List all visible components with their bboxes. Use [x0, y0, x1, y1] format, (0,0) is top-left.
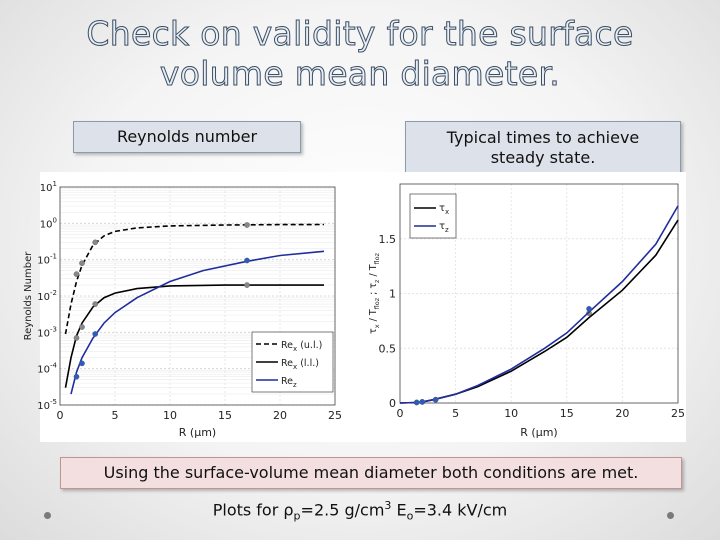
x-tick-label: 25 [671, 407, 685, 420]
x-tick-label: 10 [163, 409, 177, 422]
steady-state-label: Typical times to achieve steady state. [406, 122, 680, 168]
bottom-right-dot [667, 512, 674, 519]
reynolds-legend: Rex (u.l.) Rex (l.l.) Rez [251, 331, 334, 393]
y-tick-label: 100 [40, 216, 57, 230]
slide-title: Check on validity for the surface volume… [0, 14, 720, 94]
bottom-left-dot [44, 512, 51, 519]
y-tick-label: 0 [389, 397, 396, 410]
series-line-0 [64, 223, 325, 335]
data-point-marker [73, 271, 80, 277]
y-tick-label: 10-2 [37, 289, 57, 303]
data-point-marker [73, 335, 80, 341]
x-tick-label: 5 [112, 409, 119, 422]
data-point-marker [92, 331, 99, 337]
footnote-sup: 3 [384, 499, 392, 512]
legend-entry: Rez [281, 376, 297, 389]
y-tick-label: 10-5 [37, 398, 57, 412]
x-tick-label: 20 [273, 409, 287, 422]
footnote-e: E [391, 500, 407, 520]
steady-state-legend: τx τz [409, 193, 457, 239]
x-tick-label: 20 [615, 407, 629, 420]
x-tick-label: 0 [57, 409, 64, 422]
footnote-rho: ρ [283, 500, 294, 520]
plot-frame [399, 183, 679, 404]
data-point-marker [244, 257, 250, 264]
data-point-marker [79, 324, 85, 330]
y-tick-label: 10-1 [37, 253, 57, 267]
data-point-marker [586, 306, 592, 312]
data-point-marker [92, 239, 99, 246]
data-point-marker [244, 282, 250, 288]
x-tick-label: 15 [218, 409, 232, 422]
data-point-marker [92, 301, 99, 307]
legend-entry: Rex (u.l.) [281, 340, 322, 353]
slide-title-line-1: Check on validity for the surface [86, 14, 634, 54]
result-statement-box: Using the surface-volume mean diameter b… [60, 457, 682, 489]
legend-entry: τx [439, 203, 449, 216]
steady-state-label-line-1: Typical times to achieve [446, 128, 640, 147]
footnote-rho-sub: p [293, 509, 301, 523]
plot-conditions-footnote: Plots for ρp=2.5 g/cm3 Eo=3.4 kV/cm [0, 499, 720, 523]
y-tick-label: 0.5 [379, 342, 397, 355]
x-tick-label: 0 [397, 407, 404, 420]
plots-panel: 101 100 10-1 10-2 10-3 10-4 10-5 0 5 10 15 20 25 Rex … [23, 172, 686, 442]
x-axis-label: R (μm) [179, 426, 216, 439]
y-tick-label: 101 [40, 180, 57, 194]
series-line-0 [399, 219, 679, 404]
reynolds-number-label: Reynolds number [116, 127, 258, 146]
footnote-density: =2.5 g/cm [300, 500, 385, 520]
x-tick-label: 10 [504, 407, 518, 420]
data-point-marker [419, 399, 426, 405]
plot-frame [59, 186, 336, 406]
y-axis-label: Reynolds Number [23, 251, 34, 341]
x-tick-label: 5 [452, 407, 459, 420]
x-tick-label: 25 [328, 409, 342, 422]
legend-entry: Rex (l.l.) [281, 358, 319, 371]
data-point-marker [432, 396, 439, 403]
footnote-field: =3.4 kV/cm [413, 500, 508, 520]
y-tick-label: 1 [389, 288, 396, 301]
reynolds-number-label-box: Reynolds number [73, 121, 301, 153]
data-point-marker [79, 260, 85, 266]
y-axis-label: τx / Tfloz ; τz / Tfloz [368, 252, 381, 334]
result-statement: Using the surface-volume mean diameter b… [103, 463, 639, 482]
reynolds-number-chart: 101 100 10-1 10-2 10-3 10-4 10-50 5 10 15 20 25 Rex … [23, 180, 342, 439]
footnote-e-sub: o [406, 509, 414, 523]
footnote-prefix: Plots for [212, 500, 284, 520]
data-point-marker [244, 222, 250, 228]
data-point-marker [73, 373, 80, 380]
slide-title-line-2: volume mean diameter. [159, 54, 561, 94]
steady-state-time-chart: 0 0.5 1 1.5 0 5 10 15 20 25 τx τz R (μm) τx / Tfloz ;… [368, 183, 685, 439]
series-line-2 [70, 250, 325, 395]
y-tick-label: 1.5 [379, 233, 397, 246]
x-axis-label: R (μm) [520, 426, 557, 439]
y-tick-label: 10-4 [37, 362, 57, 376]
steady-state-label-box: Typical times to achieve steady state. [405, 121, 681, 173]
legend-box [409, 193, 457, 239]
data-point-marker [79, 360, 85, 367]
legend-entry: τz [439, 221, 449, 234]
data-point-marker [413, 399, 420, 406]
y-tick-label: 10-3 [37, 325, 57, 339]
x-tick-label: 15 [560, 407, 574, 420]
steady-state-label-line-2: steady state. [490, 148, 596, 167]
